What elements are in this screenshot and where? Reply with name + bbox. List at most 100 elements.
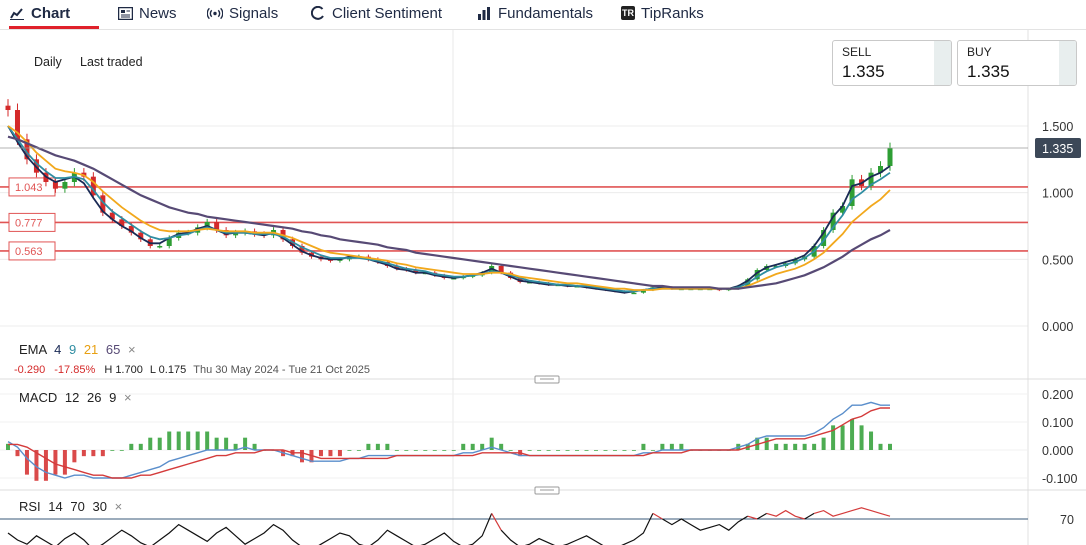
macd-histogram-bar (224, 437, 229, 450)
macd-histogram-bar (328, 450, 333, 457)
rsi-line (813, 507, 891, 517)
macd-histogram-bar (6, 443, 10, 450)
last-price-badge (1035, 138, 1081, 158)
price-level-tag[interactable] (8, 212, 56, 232)
tab-tipranks[interactable]: TR TipRanks (621, 0, 704, 26)
macd-period-slow: 26 (87, 390, 102, 405)
price-level-tag[interactable] (8, 241, 56, 261)
macd-histogram-bar (423, 450, 428, 451)
macd-histogram-bar (612, 450, 617, 451)
macd-histogram-bar (167, 431, 172, 450)
rsi-line (500, 513, 654, 545)
macd-histogram-bar (337, 450, 342, 457)
candle-body (498, 266, 504, 273)
tab-chart[interactable]: Chart (9, 0, 99, 29)
macd-histogram-bar (129, 443, 134, 450)
tab-client-sentiment[interactable]: Client Sentiment (310, 0, 442, 26)
macd-histogram-bar (537, 450, 542, 451)
price-axis-label: 1.500 (1042, 120, 1073, 134)
macd-histogram-bar (812, 443, 817, 450)
macd-histogram-bar (888, 443, 892, 450)
sell-price: 1.335 (842, 62, 885, 81)
candle-body (138, 232, 144, 240)
tipranks-icon: TR (621, 6, 635, 20)
macd-histogram-bar (72, 450, 77, 463)
rsi-axis-label: 70 (1060, 513, 1074, 527)
buy-label: BUY (967, 45, 992, 59)
tab-news[interactable]: News (117, 0, 177, 26)
macd-histogram-bar (81, 450, 86, 457)
macd-histogram-bar (480, 443, 485, 450)
macd-histogram-bar (859, 425, 864, 450)
macd-histogram-bar (840, 425, 845, 450)
candle-body (233, 232, 239, 236)
macd-histogram-bar (461, 443, 466, 450)
candle-body (821, 230, 827, 246)
macd-histogram-bar (148, 437, 153, 450)
macd-histogram-bar (774, 443, 779, 450)
macd-histogram-bar (43, 450, 48, 481)
rsi-line (804, 512, 815, 520)
macd-histogram-bar (451, 450, 456, 451)
macd-histogram-bar (24, 450, 29, 475)
price-level-label: 1.043 (15, 182, 43, 194)
date-range: Thu 30 May 2024 - Tue 21 Oct 2025 (193, 364, 370, 376)
macd-histogram-bar (119, 450, 124, 451)
rsi-oversold: 30 (92, 499, 107, 514)
macd-legend: MACD 12 26 9 × (19, 390, 132, 405)
macd-histogram-bar (432, 450, 437, 451)
sell-button[interactable]: SELL 1.335 (832, 40, 952, 86)
ema-line-ema-9 (7, 125, 891, 293)
macd-histogram-bar (831, 425, 836, 450)
ema-period-4: 4 (54, 342, 62, 357)
tab-fundamentals[interactable]: Fundamentals (476, 0, 593, 26)
macd-histogram-bar (508, 450, 513, 451)
macd-histogram-bar (366, 443, 371, 450)
ema-label: EMA (19, 342, 47, 357)
candle-body (413, 270, 419, 273)
macd-histogram-bar (764, 437, 769, 450)
macd-histogram-bar (205, 431, 210, 450)
macd-histogram-bar (34, 450, 39, 481)
ema-remove-icon[interactable]: × (128, 342, 136, 357)
rsi-line (7, 513, 493, 545)
macd-histogram-bar (565, 450, 570, 451)
candle-body (849, 179, 855, 206)
candle-body (631, 292, 637, 295)
macd-histogram-bar (489, 437, 494, 450)
candle-body (640, 290, 646, 293)
macd-histogram-bar (499, 443, 504, 450)
macd-histogram-bar (821, 437, 826, 450)
tab-signals[interactable]: Signals (207, 0, 278, 26)
buy-price: 1.335 (967, 62, 1010, 81)
rsi-line (756, 512, 768, 520)
candle-body (157, 246, 163, 248)
price-axis-label: 1.000 (1042, 187, 1073, 201)
buy-button[interactable]: BUY 1.335 (957, 40, 1077, 86)
signals-icon (207, 5, 223, 21)
rsi-remove-icon[interactable]: × (114, 499, 123, 514)
ema-line-ema-21 (7, 125, 891, 291)
price-stats: -0.290 -17.85% H 1.700 L 0.175 Thu 30 Ma… (14, 364, 370, 376)
macd-histogram-bar (347, 450, 352, 451)
macd-histogram-bar (356, 450, 361, 451)
macd-histogram-bar (53, 450, 58, 475)
macd-histogram-bar (669, 443, 674, 450)
candle-body (52, 182, 58, 189)
macd-histogram-bar (375, 443, 380, 450)
rsi-line (662, 515, 749, 531)
chart-area[interactable]: 1.043 0.777 0.563 1.500 1.000 0.500 0.000 1.3… (0, 30, 1086, 545)
tab-client-sentiment-label: Client Sentiment (332, 4, 443, 22)
macd-histogram-bar (385, 443, 390, 450)
macd-axis-label: 0.200 (1042, 388, 1073, 402)
price-type-selector[interactable]: Last traded (80, 55, 143, 69)
macd-histogram-bar (243, 437, 248, 450)
interval-selector[interactable]: Daily (34, 55, 62, 69)
price-grid (0, 125, 1028, 327)
candle-body (5, 105, 11, 110)
macd-histogram-bar (783, 443, 788, 450)
ema-line-ema-65 (7, 135, 891, 290)
price-axis-label: 0.500 (1042, 253, 1073, 267)
candle-body (887, 148, 893, 166)
macd-remove-icon[interactable]: × (123, 390, 132, 405)
